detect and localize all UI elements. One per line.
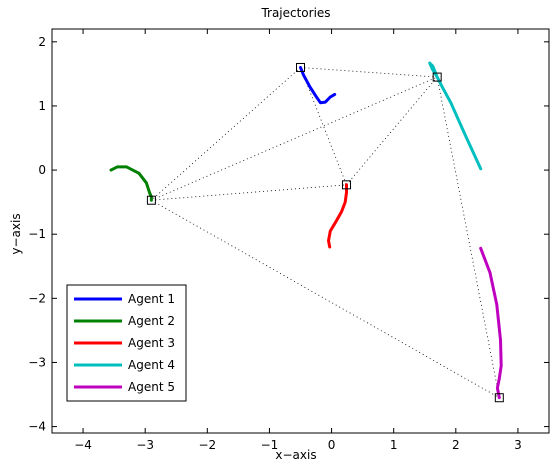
legend-label: Agent 4 xyxy=(128,358,175,372)
y-tick-label: −2 xyxy=(28,291,46,305)
y-tick-label: 2 xyxy=(38,35,46,49)
series-line xyxy=(327,183,348,249)
legend-label: Agent 2 xyxy=(128,314,175,328)
legend-label: Agent 5 xyxy=(128,380,175,394)
x-tick-label: −2 xyxy=(198,438,216,452)
y-axis-label: y−axis xyxy=(9,213,23,254)
series-line xyxy=(479,246,503,400)
chart-title: Trajectories xyxy=(260,6,330,20)
series-line xyxy=(299,66,337,105)
x-tick-label: −4 xyxy=(74,438,92,452)
square-marker xyxy=(432,72,442,82)
y-tick-label: 1 xyxy=(38,99,46,113)
y-tick-label: −1 xyxy=(28,227,46,241)
y-tick-label: 0 xyxy=(38,163,46,177)
dotted-link xyxy=(151,184,347,201)
x-tick-label: 3 xyxy=(514,438,522,452)
y-tick-label: −3 xyxy=(28,355,46,369)
x-tick-label: 2 xyxy=(452,438,460,452)
x-tick-label: −1 xyxy=(261,438,279,452)
dotted-link xyxy=(436,77,500,398)
x-tick-label: 1 xyxy=(390,438,398,452)
legend-label: Agent 3 xyxy=(128,336,175,350)
legend: Agent 1 Agent 2 Agent 3 Agent 4 Agent 5 xyxy=(66,284,187,402)
y-tick-label: −4 xyxy=(28,420,46,434)
legend-label: Agent 1 xyxy=(128,292,175,306)
x-axis-label: x−axis xyxy=(275,448,316,462)
x-tick-label: −3 xyxy=(136,438,154,452)
x-tick-label: 0 xyxy=(328,438,336,452)
series-line xyxy=(428,61,483,171)
dotted-link xyxy=(151,199,500,399)
square-marker xyxy=(341,180,351,190)
square-marker xyxy=(494,393,504,403)
square-marker xyxy=(146,195,156,205)
square-marker xyxy=(296,62,305,72)
dotted-link xyxy=(300,67,438,78)
